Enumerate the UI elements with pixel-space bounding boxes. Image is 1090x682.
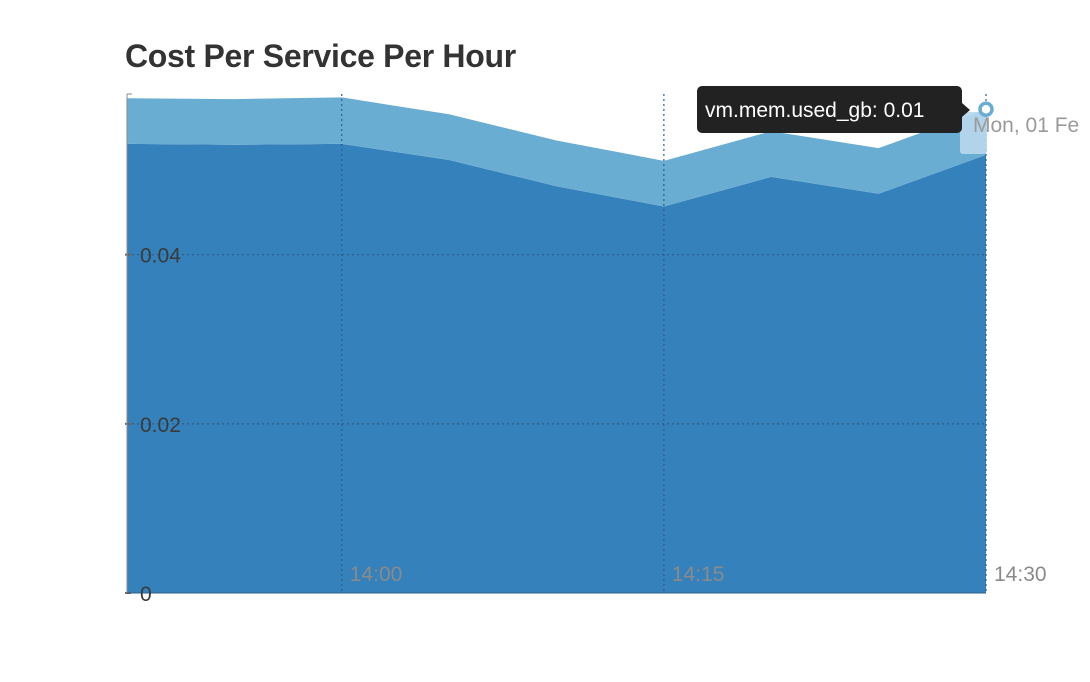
grid-layer — [127, 94, 987, 593]
area-series-1 — [127, 143, 986, 593]
areas-layer — [127, 97, 986, 593]
y-tick-label: 0 — [140, 583, 152, 606]
x-tick-label: 14:15 — [672, 563, 725, 586]
tooltip-box — [697, 86, 962, 133]
y-tick-label: 0.02 — [140, 414, 181, 437]
hover-layer: Mon, 01 Fe vm.mem.used_gb: 0.01 — [697, 86, 1079, 154]
x-tick-label: 14:30 — [994, 563, 1047, 586]
tick-labels-layer: 0 0.02 0.04 14:00 14:15 14:30 — [140, 245, 1047, 606]
tooltip-text: vm.mem.used_gb: 0.01 — [705, 99, 924, 122]
hover-point — [978, 101, 994, 117]
hover-highlight — [960, 112, 987, 154]
hover-time-label: Mon, 01 Fe — [973, 114, 1079, 137]
x-tick-label: 14:00 — [350, 563, 403, 586]
tooltip-pointer — [962, 103, 970, 117]
y-tick-label: 0.04 — [140, 245, 181, 268]
axes-layer — [125, 93, 986, 594]
chart-title: Cost Per Service Per Hour — [125, 38, 516, 74]
